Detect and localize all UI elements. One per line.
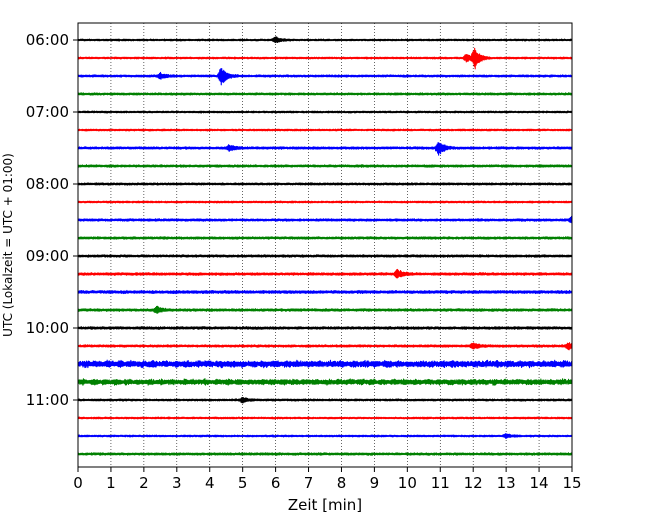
- x-tick-label: 9: [370, 474, 380, 492]
- trace-row-0800: [77, 182, 573, 186]
- trace-row-0900: [77, 254, 573, 258]
- x-tick-label: 1: [106, 474, 116, 492]
- trace-row-1145: [77, 452, 573, 456]
- trace-row-1000: [77, 326, 573, 330]
- y-axis-ticks: 06:00 07:00 08:00 09:00 10:00 11:00: [26, 31, 78, 409]
- x-tick-label: 0: [73, 474, 83, 492]
- trace-row-0730: [77, 141, 573, 156]
- x-axis-label: Zeit [min]: [288, 496, 362, 514]
- x-tick-label: 14: [530, 474, 549, 492]
- trace-row-1130: [77, 433, 573, 439]
- trace-row-0615: [77, 47, 573, 70]
- y-tick-label: 10:00: [26, 319, 69, 337]
- y-tick-label: 06:00: [26, 31, 69, 49]
- x-tick-label: 2: [139, 474, 149, 492]
- trace-row-0630: [77, 68, 573, 86]
- x-tick-label: 5: [238, 474, 248, 492]
- x-axis-ticks: 0 1 2 3 4 5 6 7 8 9 10 11 12 13 14 15: [73, 467, 582, 492]
- trace-row-0600: [77, 36, 573, 44]
- grid-lines: [110, 23, 540, 467]
- y-axis-label: UTC (Lokalzeit = UTC + 01:00): [1, 153, 15, 337]
- trace-row-0930: [77, 289, 573, 295]
- x-tick-label: 4: [205, 474, 215, 492]
- trace-row-0745: [77, 164, 573, 168]
- x-tick-label: 6: [271, 474, 281, 492]
- y-tick-label: 11:00: [26, 391, 69, 409]
- x-tick-label: 15: [562, 474, 581, 492]
- x-tick-label: 13: [497, 474, 516, 492]
- y-tick-label: 09:00: [26, 247, 69, 265]
- trace-row-0845: [77, 236, 573, 240]
- x-tick-label: 7: [304, 474, 314, 492]
- plot-frame: [77, 22, 573, 468]
- x-tick-label: 10: [398, 474, 417, 492]
- trace-row-1030: [77, 359, 573, 369]
- x-tick-label: 8: [337, 474, 347, 492]
- trace-row-0945: [77, 305, 573, 314]
- y-tick-label: 07:00: [26, 103, 69, 121]
- y-tick-label: 08:00: [26, 175, 69, 193]
- trace-row-0700: [77, 110, 573, 114]
- trace-row-0815: [77, 200, 573, 204]
- traces: [77, 36, 573, 456]
- x-tick-label: 11: [431, 474, 450, 492]
- trace-row-0645: [77, 92, 573, 96]
- trace-row-0830: [77, 215, 573, 224]
- trace-row-1115: [77, 416, 573, 420]
- trace-row-0715: [77, 128, 573, 132]
- trace-row-1045: [77, 378, 573, 386]
- trace-row-1015: [77, 342, 573, 351]
- trace-row-0915: [77, 268, 573, 279]
- x-tick-label: 12: [464, 474, 483, 492]
- trace-row-1100: [77, 396, 573, 404]
- x-tick-label: 3: [172, 474, 182, 492]
